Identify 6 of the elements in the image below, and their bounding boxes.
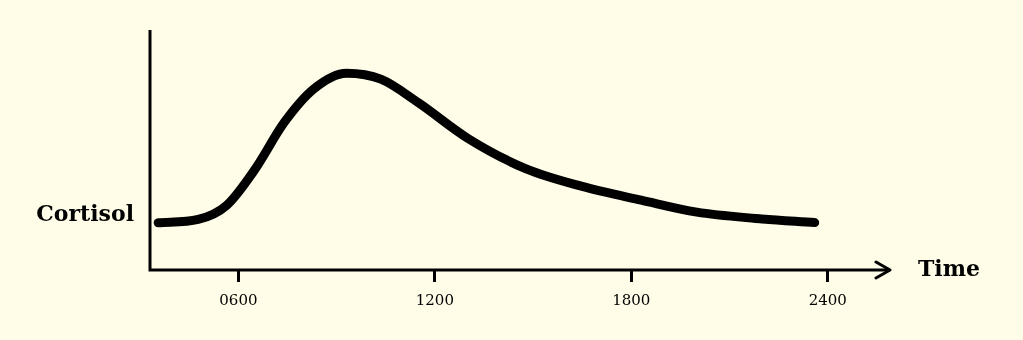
x-tick-label: 1800 <box>612 290 651 309</box>
y-axis-title: Cortisol <box>36 199 134 226</box>
x-tick-label: 1200 <box>415 290 454 309</box>
x-axis-title: Time <box>918 254 981 281</box>
x-tick-label: 2400 <box>808 290 847 309</box>
x-tick-label: 0600 <box>219 290 258 309</box>
